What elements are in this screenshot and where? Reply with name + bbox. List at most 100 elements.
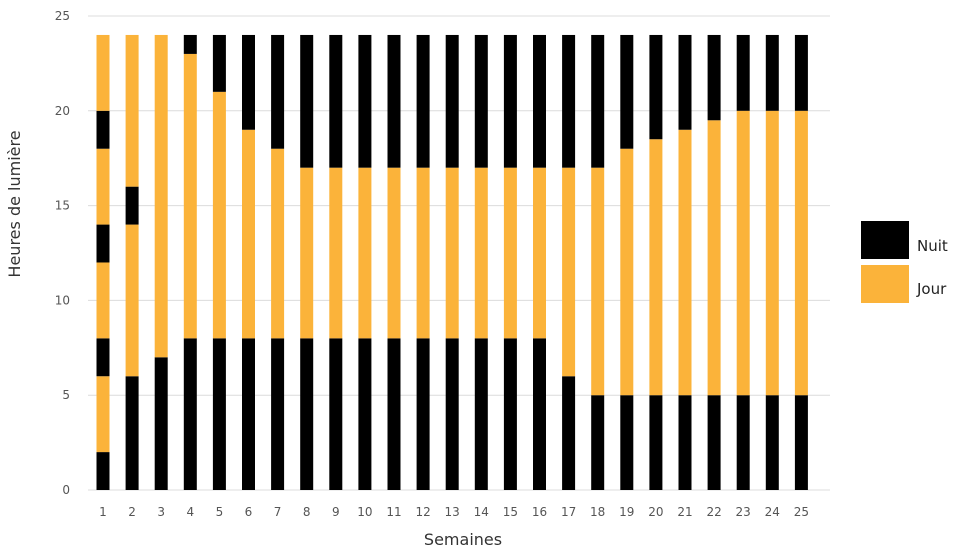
bar-segment-jour	[271, 148, 285, 339]
bar-segment-jour	[562, 167, 576, 377]
bar-segment-nuit	[183, 34, 197, 54]
bar-week-20	[649, 34, 663, 490]
bar-segment-nuit	[329, 34, 343, 168]
bar-segment-nuit	[416, 338, 430, 490]
bar-segment-nuit	[387, 338, 401, 490]
bar-week-15	[503, 34, 517, 490]
bar-segment-nuit	[562, 34, 576, 168]
x-tick-label: 24	[765, 505, 780, 519]
bar-week-23	[736, 34, 750, 490]
x-tick-label: 10	[357, 505, 372, 519]
bar-segment-nuit	[445, 338, 459, 490]
bar-segment-nuit	[678, 395, 692, 490]
bar-segment-nuit	[503, 34, 517, 168]
bar-week-1	[96, 34, 110, 490]
bar-segment-jour	[591, 167, 605, 396]
bar-segment-nuit	[271, 34, 285, 149]
bar-segment-jour	[503, 167, 517, 339]
bar-segment-nuit	[271, 338, 285, 490]
bar-week-4	[183, 34, 197, 490]
bar-segment-jour	[212, 91, 226, 339]
bar-week-11	[387, 34, 401, 490]
bar-segment-jour	[242, 129, 255, 339]
x-tick-label: 1	[99, 505, 107, 519]
bar-segment-nuit	[300, 338, 314, 490]
legend: Nuit Jour	[861, 221, 948, 303]
legend-swatch-jour	[861, 265, 909, 303]
bar-week-12	[416, 34, 430, 490]
bar-segment-jour	[736, 110, 750, 396]
bar-week-14	[474, 34, 488, 490]
x-tick-label: 23	[736, 505, 751, 519]
x-axis-ticks: 1 2 3 4 5 6 7 8 9 10 11 12 13 14 15 16 17 18 19 20 21 22 23 24 2…	[99, 505, 809, 519]
x-tick-label: 5	[216, 505, 224, 519]
bar-segment-nuit	[707, 395, 721, 490]
y-tick-label: 15	[55, 199, 70, 213]
bar-segment-jour	[649, 139, 663, 396]
bar-segment-jour	[96, 376, 110, 453]
y-tick-label: 5	[62, 388, 70, 402]
bar-segment-jour	[533, 167, 546, 339]
legend-label-jour: Jour	[916, 280, 947, 298]
bar-segment-jour	[183, 53, 197, 339]
x-tick-label: 6	[245, 505, 253, 519]
bar-week-8	[300, 34, 314, 490]
bar-segment-nuit	[474, 338, 488, 490]
x-tick-label: 8	[303, 505, 311, 519]
bar-segment-jour	[416, 167, 430, 339]
bar-segment-jour	[620, 148, 634, 396]
bar-week-17	[562, 34, 576, 490]
bar-segment-jour	[125, 34, 139, 187]
y-tick-label: 20	[55, 104, 70, 118]
bars	[96, 34, 808, 490]
bar-segment-nuit	[649, 34, 663, 140]
bar-segment-nuit	[503, 338, 517, 490]
bar-segment-jour	[387, 167, 401, 339]
x-tick-label: 18	[590, 505, 605, 519]
bar-segment-nuit	[125, 376, 139, 490]
bar-segment-nuit	[358, 34, 372, 168]
bar-segment-nuit	[533, 338, 546, 490]
bar-segment-nuit	[125, 186, 139, 225]
bar-segment-jour	[154, 34, 168, 358]
legend-swatch-nuit	[861, 221, 909, 259]
bar-segment-nuit	[533, 34, 546, 168]
bar-segment-nuit	[678, 34, 692, 130]
x-tick-label: 17	[561, 505, 576, 519]
bar-segment-nuit	[707, 34, 721, 121]
bar-segment-nuit	[387, 34, 401, 168]
x-tick-label: 22	[706, 505, 721, 519]
x-tick-label: 12	[415, 505, 430, 519]
bar-week-6	[242, 34, 255, 490]
bar-segment-nuit	[474, 34, 488, 168]
bar-week-7	[271, 34, 285, 490]
x-axis-title: Semaines	[424, 530, 502, 549]
bar-segment-nuit	[620, 34, 634, 149]
bar-segment-jour	[329, 167, 343, 339]
bar-week-21	[678, 34, 692, 490]
bar-week-22	[707, 34, 721, 490]
bar-segment-nuit	[562, 376, 576, 490]
bar-segment-nuit	[445, 34, 459, 168]
x-tick-label: 21	[677, 505, 692, 519]
bar-segment-jour	[96, 148, 110, 225]
bar-week-13	[445, 34, 459, 490]
bar-segment-jour	[358, 167, 372, 339]
bar-segment-jour	[445, 167, 459, 339]
x-tick-label: 2	[128, 505, 136, 519]
bar-segment-nuit	[765, 34, 779, 111]
y-axis-ticks: 0 5 10 15 20 25	[55, 9, 70, 497]
x-tick-label: 19	[619, 505, 634, 519]
bar-week-24	[765, 34, 779, 490]
bar-segment-nuit	[591, 34, 605, 168]
bar-segment-jour	[300, 167, 314, 339]
x-tick-label: 13	[445, 505, 460, 519]
bar-week-2	[125, 34, 139, 490]
bar-segment-nuit	[183, 338, 197, 490]
bar-segment-nuit	[242, 338, 255, 490]
bar-week-18	[591, 34, 605, 490]
bar-segment-nuit	[96, 110, 110, 149]
x-tick-label: 3	[157, 505, 165, 519]
bar-segment-jour	[125, 224, 139, 377]
